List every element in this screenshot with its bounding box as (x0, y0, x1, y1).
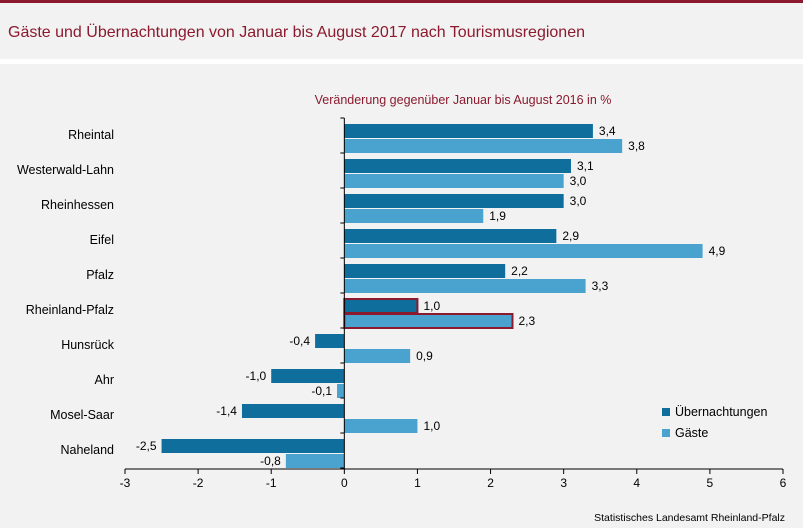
legend: Übernachtungen Gäste (662, 405, 767, 440)
category-label-pfalz: Pfalz (86, 268, 114, 282)
bar-chart: Veränderung gegenüber Januar bis August … (0, 64, 803, 528)
bar-gaeste-pfalz (344, 279, 586, 293)
value-label-gaeste-ahr: -0,1 (311, 384, 332, 398)
legend-label-gaeste: Gäste (675, 426, 708, 440)
category-label-rheintal: Rheintal (68, 128, 114, 142)
value-label-uebernachtungen-rheintal: 3,4 (599, 124, 616, 138)
value-label-uebernachtungen-hunsrueck: -0,4 (289, 334, 310, 348)
x-tick-label: 3 (560, 476, 567, 490)
bar-uebernachtungen-rheintal (344, 124, 593, 138)
category-label-ahr: Ahr (95, 373, 114, 387)
value-label-gaeste-westerwald-lahn: 3,0 (570, 174, 587, 188)
bar-gaeste-hunsrueck (344, 349, 411, 363)
bar-gaeste-naheland (285, 454, 345, 468)
bar-uebernachtungen-rheinland-pfalz (343, 298, 419, 314)
bar-gaeste-eifel (344, 244, 703, 258)
value-label-uebernachtungen-pfalz: 2,2 (511, 264, 528, 278)
header: Gäste und Übernachtungen von Januar bis … (0, 3, 803, 59)
bar-gaeste-ahr (337, 384, 345, 398)
chart-container: Veränderung gegenüber Januar bis August … (0, 64, 803, 528)
bar-uebernachtungen-mosel-saar (241, 404, 345, 418)
value-label-uebernachtungen-ahr: -1,0 (246, 369, 267, 383)
bar-uebernachtungen-naheland (161, 439, 345, 453)
bar-gaeste-rheinland-pfalz (343, 313, 514, 329)
x-tick-label: 6 (780, 476, 787, 490)
x-tick-label: -2 (193, 476, 204, 490)
value-label-gaeste-hunsrueck: 0,9 (416, 349, 433, 363)
x-tick-label: -3 (120, 476, 131, 490)
source-note: Statistisches Landesamt Rheinland-Pfalz (594, 512, 785, 524)
value-label-gaeste-mosel-saar: 1,0 (423, 419, 440, 433)
bar-uebernachtungen-hunsrueck (315, 334, 345, 348)
category-label-mosel-saar: Mosel-Saar (50, 408, 114, 422)
bar-uebernachtungen-rheinhessen (344, 194, 564, 208)
value-label-uebernachtungen-rheinhessen: 3,0 (570, 194, 587, 208)
value-label-uebernachtungen-mosel-saar: -1,4 (216, 404, 237, 418)
legend-swatch-gaeste (662, 429, 670, 437)
bar-gaeste-rheintal (344, 139, 623, 153)
bar-gaeste-westerwald-lahn (344, 174, 564, 188)
bar-gaeste-rheinhessen (344, 209, 484, 223)
value-label-gaeste-eifel: 4,9 (709, 244, 726, 258)
value-label-uebernachtungen-eifel: 2,9 (562, 229, 579, 243)
value-label-uebernachtungen-westerwald-lahn: 3,1 (577, 159, 594, 173)
x-tick-label: 5 (707, 476, 714, 490)
page-title: Gäste und Übernachtungen von Januar bis … (8, 24, 585, 41)
x-tick-label: 4 (633, 476, 640, 490)
value-label-uebernachtungen-naheland: -2,5 (136, 439, 157, 453)
category-label-rheinland-pfalz: Rheinland-Pfalz (26, 303, 114, 317)
value-label-gaeste-pfalz: 3,3 (592, 279, 609, 293)
category-label-eifel: Eifel (90, 233, 114, 247)
x-tick-label: 1 (414, 476, 421, 490)
x-tick-label: 0 (341, 476, 348, 490)
bar-gaeste-mosel-saar (344, 419, 418, 433)
value-label-uebernachtungen-rheinland-pfalz: 1,0 (423, 299, 440, 313)
legend-swatch-uebernachtungen (662, 408, 670, 416)
value-label-gaeste-rheintal: 3,8 (628, 139, 645, 153)
value-label-gaeste-rheinhessen: 1,9 (489, 209, 506, 223)
legend-label-uebernachtungen: Übernachtungen (675, 405, 767, 419)
bar-uebernachtungen-ahr (271, 369, 345, 383)
x-tick-label: -1 (266, 476, 277, 490)
x-tick-label: 2 (487, 476, 494, 490)
category-label-hunsrueck: Hunsrück (61, 338, 115, 352)
category-label-westerwald-lahn: Westerwald-Lahn (17, 163, 114, 177)
bar-uebernachtungen-westerwald-lahn (344, 159, 571, 173)
bar-uebernachtungen-eifel (344, 229, 557, 243)
category-label-naheland: Naheland (60, 443, 114, 457)
bar-uebernachtungen-pfalz (344, 264, 506, 278)
header-divider (0, 59, 803, 64)
chart-subtitle: Veränderung gegenüber Januar bis August … (315, 93, 612, 107)
category-label-rheinhessen: Rheinhessen (41, 198, 114, 212)
value-label-gaeste-naheland: -0,8 (260, 454, 281, 468)
top-accent-bar (0, 0, 803, 3)
value-label-gaeste-rheinland-pfalz: 2,3 (518, 314, 535, 328)
